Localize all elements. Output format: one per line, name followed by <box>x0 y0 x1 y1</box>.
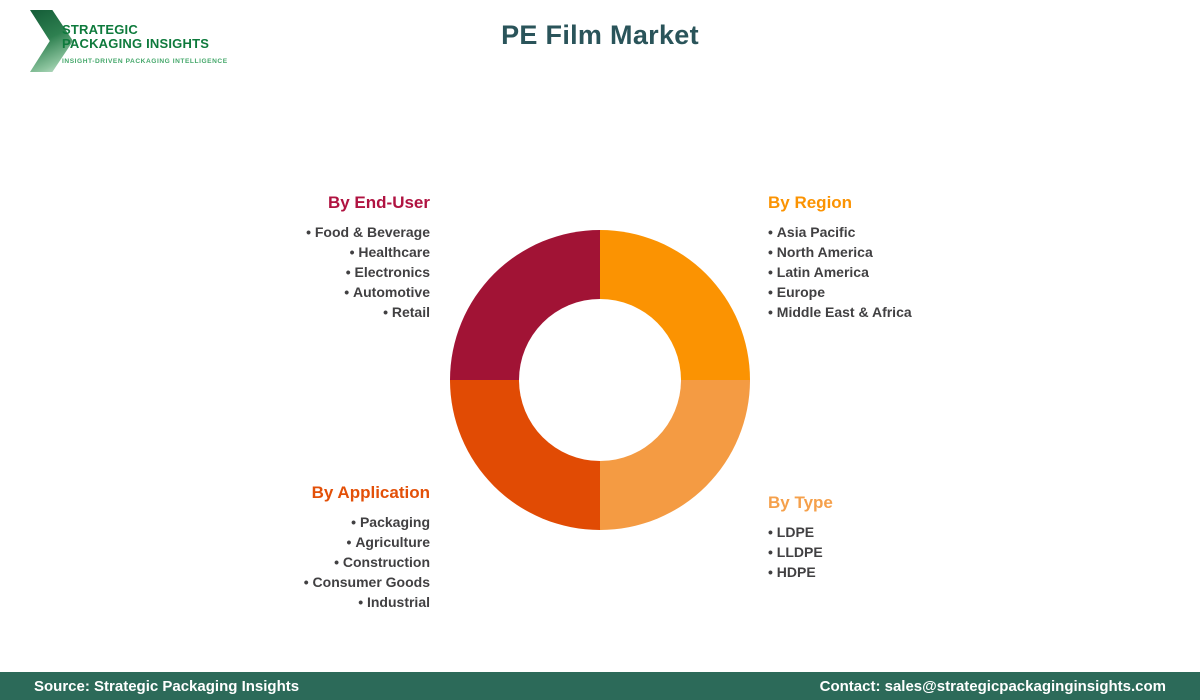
segment-block-end-user: By End-User Food & BeverageHealthcareEle… <box>180 192 430 322</box>
page-title: PE Film Market <box>501 20 699 50</box>
footer-bar: Source: Strategic Packaging Insights Con… <box>0 672 1200 700</box>
brand-name-line1: STRATEGIC <box>62 22 138 37</box>
list-item: Latin America <box>768 262 1018 282</box>
list-item: Europe <box>768 282 1018 302</box>
segment-list-end-user: Food & BeverageHealthcareElectronicsAuto… <box>180 222 430 322</box>
segment-list-region: Asia PacificNorth AmericaLatin AmericaEu… <box>768 222 1018 322</box>
list-item: Retail <box>180 302 430 322</box>
footer-source-text: Source: Strategic Packaging Insights <box>34 677 300 695</box>
list-item: Food & Beverage <box>180 222 430 242</box>
list-item: Consumer Goods <box>180 572 430 592</box>
list-item: Asia Pacific <box>768 222 1018 242</box>
brand-name-line2: PACKAGING INSIGHTS <box>62 36 210 51</box>
list-item: LDPE <box>768 522 1018 542</box>
segment-heading-end-user: By End-User <box>327 193 430 212</box>
list-item: Packaging <box>180 512 430 532</box>
list-item: HDPE <box>768 562 1018 582</box>
segment-heading-type: By Type <box>768 493 833 512</box>
list-item: North America <box>768 242 1018 262</box>
list-item: Middle East & Africa <box>768 302 1018 322</box>
brand-logo-text: STRATEGIC PACKAGING INSIGHTS INSIGHT-DRI… <box>62 22 228 66</box>
list-item: Healthcare <box>180 242 430 262</box>
donut-chart <box>450 230 750 530</box>
list-item: Agriculture <box>180 532 430 552</box>
brand-logo: STRATEGIC PACKAGING INSIGHTS INSIGHT-DRI… <box>30 10 250 76</box>
list-item: Construction <box>180 552 430 572</box>
list-item: Industrial <box>180 592 430 612</box>
segment-heading-region: By Region <box>768 193 853 212</box>
footer-contact-text: Contact: sales@strategicpackaginginsight… <box>819 677 1166 695</box>
segment-block-type: By Type LDPELLDPEHDPE <box>768 492 1018 582</box>
segment-heading-application: By Application <box>311 483 430 502</box>
list-item: LLDPE <box>768 542 1018 562</box>
segment-list-type: LDPELLDPEHDPE <box>768 522 1018 582</box>
brand-tagline: INSIGHT-DRIVEN PACKAGING INTELLIGENCE <box>62 58 228 65</box>
list-item: Electronics <box>180 262 430 282</box>
segment-list-application: PackagingAgricultureConstructionConsumer… <box>180 512 430 612</box>
donut-hole <box>519 299 681 461</box>
segment-block-region: By Region Asia PacificNorth AmericaLatin… <box>768 192 1018 322</box>
segment-block-application: By Application PackagingAgricultureConst… <box>180 482 430 612</box>
list-item: Automotive <box>180 282 430 302</box>
